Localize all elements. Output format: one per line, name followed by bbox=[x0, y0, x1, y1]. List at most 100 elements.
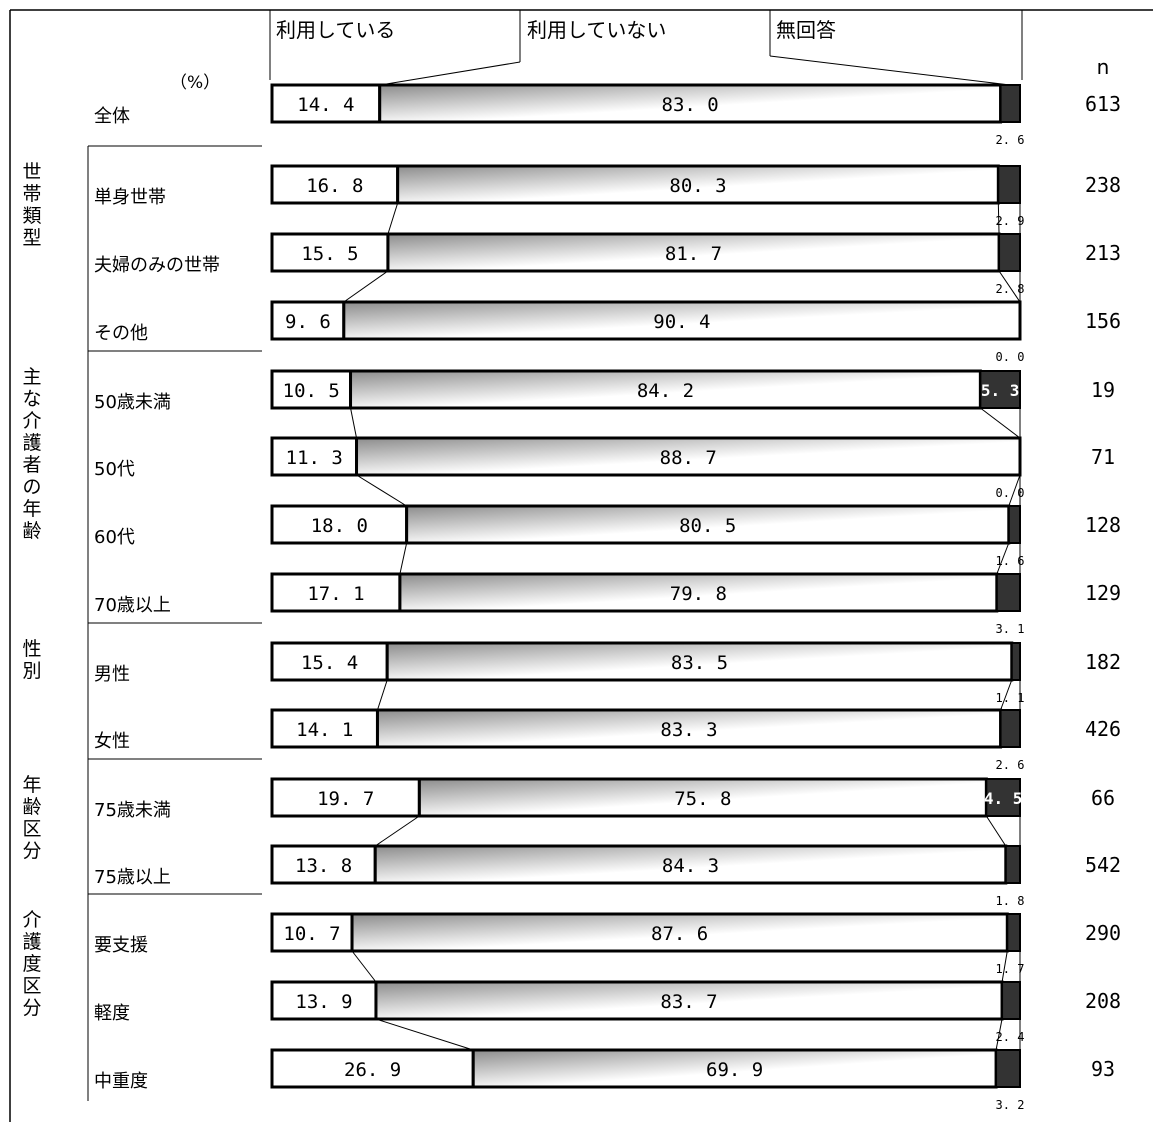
row-label: 要支援 bbox=[94, 935, 148, 956]
bar-segment-no-answer bbox=[999, 709, 1022, 748]
row-label: 50代 bbox=[94, 459, 135, 480]
value-label-not-using: 87. 6 bbox=[651, 923, 708, 945]
bar-segment-not-using bbox=[342, 300, 1022, 341]
group-label-char: 主 bbox=[22, 366, 41, 388]
n-value: 213 bbox=[1085, 241, 1121, 265]
bar-segment-not-using bbox=[417, 777, 988, 818]
value-label-not-using: 80. 3 bbox=[669, 175, 726, 197]
bar-segment-no-answer bbox=[1007, 505, 1022, 544]
value-label-no-answer: 0. 0 bbox=[996, 350, 1025, 364]
connector-line-using bbox=[374, 815, 420, 847]
bar-segment-using bbox=[270, 1048, 475, 1089]
group-label-char: 区 bbox=[22, 975, 41, 997]
value-label-no-answer: 1. 1 bbox=[996, 691, 1025, 705]
row-label: 軽度 bbox=[94, 1003, 130, 1024]
value-label-using: 16. 8 bbox=[306, 175, 363, 197]
group-label-char: な bbox=[22, 388, 41, 410]
connector-line-using bbox=[376, 679, 388, 711]
group-label-char: 年 bbox=[22, 498, 41, 520]
value-label-using: 15. 4 bbox=[301, 652, 358, 674]
row-label: 75歳未満 bbox=[94, 800, 171, 821]
value-label-using: 11. 3 bbox=[286, 447, 343, 469]
value-label-not-using: 69. 9 bbox=[706, 1059, 763, 1081]
value-label-not-using: 79. 8 bbox=[670, 583, 727, 605]
group-label-char: 別 bbox=[22, 660, 41, 682]
value-label-not-using: 83. 0 bbox=[662, 94, 719, 116]
bar-segment-not-using bbox=[375, 708, 1003, 749]
connector-line-not-using bbox=[985, 815, 1007, 847]
bar-segment-using bbox=[270, 164, 400, 205]
connector-line-using bbox=[356, 474, 407, 507]
value-label-using: 18. 0 bbox=[311, 515, 368, 537]
value-label-no-answer: 2. 9 bbox=[996, 214, 1025, 228]
value-label-not-using: 83. 5 bbox=[671, 652, 728, 674]
group-label-char: 性 bbox=[22, 638, 41, 660]
connector-line-not-using bbox=[995, 1018, 1003, 1051]
n-value: 156 bbox=[1085, 309, 1121, 333]
bar-segment-not-using bbox=[398, 572, 999, 613]
group-label-char: 世 bbox=[22, 161, 41, 183]
value-label-no-answer: 1. 7 bbox=[996, 962, 1025, 976]
bar-segment-not-using bbox=[350, 912, 1009, 953]
bar-segment-using bbox=[270, 232, 390, 273]
group-label-char: 者 bbox=[22, 454, 41, 476]
legend-connector-notusing bbox=[379, 61, 521, 86]
n-value: 129 bbox=[1085, 581, 1121, 605]
legend-label-not-using: 利用していない bbox=[527, 18, 666, 42]
legend-label-using: 利用している bbox=[276, 18, 395, 42]
value-label-no-answer: 2. 4 bbox=[996, 1030, 1025, 1044]
bar-segment-no-answer bbox=[997, 165, 1021, 204]
group-label-char: 年 bbox=[22, 774, 41, 796]
bar-segment-no-answer bbox=[985, 778, 1022, 817]
n-value: 542 bbox=[1085, 853, 1121, 877]
n-value: 426 bbox=[1085, 717, 1121, 741]
n-value: 71 bbox=[1091, 445, 1115, 469]
row-label: 夫婦のみの世帯 bbox=[94, 255, 220, 276]
bar-segment-no-answer bbox=[1010, 642, 1021, 681]
value-label-not-using: 83. 7 bbox=[660, 991, 717, 1013]
group-label-char: 帯 bbox=[22, 183, 41, 205]
group-label-char: 度 bbox=[22, 953, 41, 975]
connector-line-not-using bbox=[1001, 950, 1008, 983]
bar-segment-using bbox=[270, 980, 378, 1021]
connector-line-using bbox=[351, 950, 377, 983]
bar-segment-using bbox=[270, 708, 379, 749]
row-label: 単身世帯 bbox=[94, 187, 166, 208]
value-label-using: 19. 7 bbox=[317, 788, 374, 810]
n-value: 66 bbox=[1091, 786, 1115, 810]
group-label-char: 分 bbox=[22, 997, 41, 1019]
row-label: 50歳未満 bbox=[94, 392, 171, 413]
group-label-char: 型 bbox=[22, 227, 41, 249]
group-label-char: 区 bbox=[22, 818, 41, 840]
bar-segment-not-using bbox=[386, 232, 1001, 273]
bar-segment-using bbox=[270, 777, 421, 818]
group-label-char: 齢 bbox=[22, 796, 41, 818]
bar-segment-no-answer bbox=[998, 233, 1022, 272]
group-label-char: 齢 bbox=[22, 520, 41, 542]
n-value: 19 bbox=[1091, 378, 1115, 402]
bar-segment-no-answer bbox=[1004, 845, 1022, 884]
bar-segment-no-answer bbox=[995, 1049, 1022, 1088]
value-label-using: 14. 4 bbox=[297, 94, 354, 116]
value-label-not-using: 83. 3 bbox=[660, 719, 717, 741]
value-label-not-using: 88. 7 bbox=[660, 447, 717, 469]
value-label-using: 10. 5 bbox=[283, 380, 340, 402]
value-label-no-answer: 2. 8 bbox=[996, 282, 1025, 296]
bar-segment-no-answer bbox=[995, 573, 1022, 612]
row-label: 全体 bbox=[94, 106, 130, 127]
value-label-not-using: 84. 3 bbox=[662, 855, 719, 877]
group-label-char: 護 bbox=[22, 432, 41, 454]
bar-segment-not-using bbox=[471, 1048, 998, 1089]
row-label: 中重度 bbox=[94, 1071, 148, 1092]
value-label-using: 9. 6 bbox=[285, 311, 331, 333]
row-label: その他 bbox=[94, 323, 148, 344]
row-label: 60代 bbox=[94, 527, 135, 548]
connector-line-using bbox=[399, 542, 408, 575]
unit-label: （%） bbox=[170, 73, 220, 93]
n-value: 182 bbox=[1085, 650, 1121, 674]
value-label-using: 13. 8 bbox=[295, 855, 352, 877]
bar-segment-no-answer bbox=[1001, 981, 1021, 1020]
value-label-using: 17. 1 bbox=[307, 583, 364, 605]
connector-line-not-using bbox=[997, 202, 1000, 235]
